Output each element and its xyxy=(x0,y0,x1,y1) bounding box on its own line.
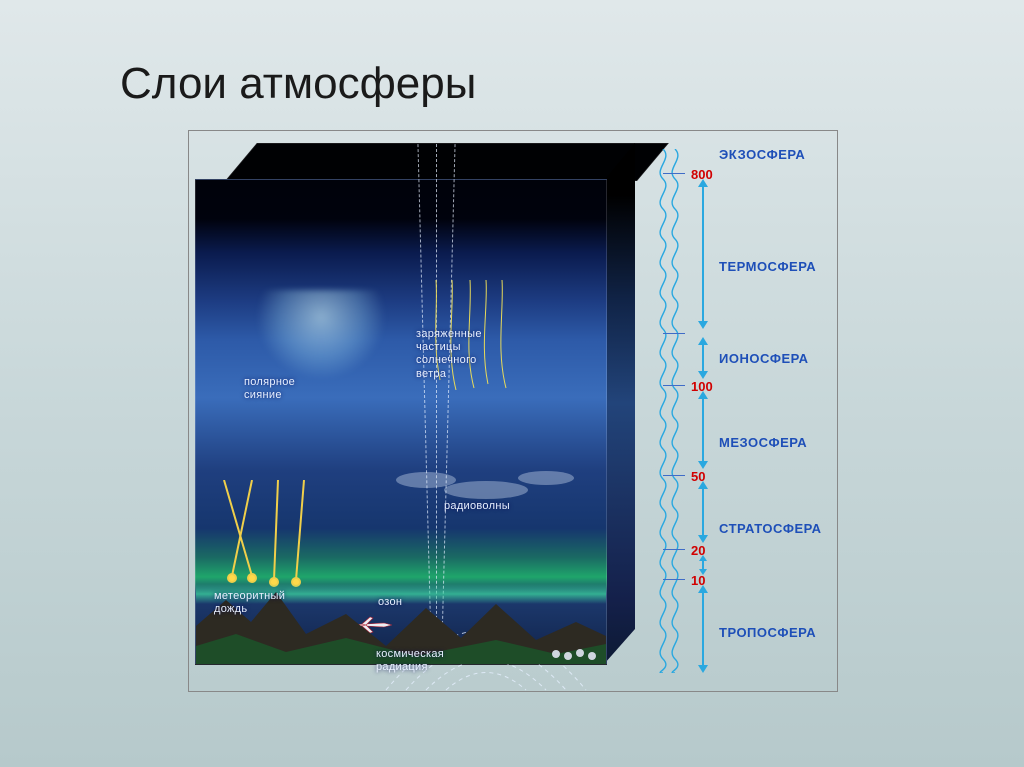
block-side-face xyxy=(605,143,635,663)
atmosphere-block: полярное сияние заряженные частицы солне… xyxy=(195,143,635,663)
layer-exosphere: ЭКЗОСФЕРА xyxy=(719,147,805,162)
beam-dashed xyxy=(417,144,431,644)
label-aurora: полярное сияние xyxy=(244,376,295,402)
block-top-face xyxy=(225,143,669,181)
layer-thermosphere: ТЕРМОСФЕРА xyxy=(719,259,816,274)
scale-arrow-segment xyxy=(694,481,712,543)
label-ozone: озон xyxy=(378,596,402,609)
scale-tick xyxy=(663,549,685,550)
atmosphere-diagram: полярное сияние заряженные частицы солне… xyxy=(188,130,838,692)
altitude-10: 10 xyxy=(691,573,705,588)
scale-arrow-segment xyxy=(694,337,712,379)
scale-arrow-segment xyxy=(694,585,712,673)
scale-tick xyxy=(663,385,685,386)
label-meteor: метеоритный дождь xyxy=(214,590,285,616)
radio-wave-column xyxy=(655,149,683,673)
scale-tick xyxy=(663,475,685,476)
scale-tick xyxy=(663,173,685,174)
altitude-100: 100 xyxy=(691,379,713,394)
altitude-800: 800 xyxy=(691,167,713,182)
layer-ionosphere: ИОНОСФЕРА xyxy=(719,351,809,366)
label-radiowave: радиоволны xyxy=(444,500,510,513)
layer-mesosphere: МЕЗОСФЕРА xyxy=(719,435,807,450)
scale-arrow-segment xyxy=(694,555,712,575)
layer-troposphere: ТРОПОСФЕРА xyxy=(719,625,816,640)
slide: Слои атмосферы xyxy=(0,0,1024,767)
layer-stratosphere: СТРАТОСФЕРА xyxy=(719,521,822,536)
scale-arrow-segment xyxy=(694,179,712,329)
beam-dashed xyxy=(441,144,455,644)
scale-tick xyxy=(663,579,685,580)
scale-tick xyxy=(663,333,685,334)
block-front-face: полярное сияние заряженные частицы солне… xyxy=(195,179,607,665)
altitude-scale: ЭКЗОСФЕРА ТЕРМОСФЕРА ИОНОСФЕРА МЕЗОСФЕРА… xyxy=(649,139,829,683)
label-particles: заряженные частицы солнечного ветра xyxy=(416,328,482,381)
page-title: Слои атмосферы xyxy=(0,59,1024,109)
aurora-glow xyxy=(256,290,386,380)
altitude-50: 50 xyxy=(691,469,705,484)
label-cosmic: космическая радиация xyxy=(376,648,444,674)
altitude-20: 20 xyxy=(691,543,705,558)
scale-arrow-segment xyxy=(694,391,712,469)
